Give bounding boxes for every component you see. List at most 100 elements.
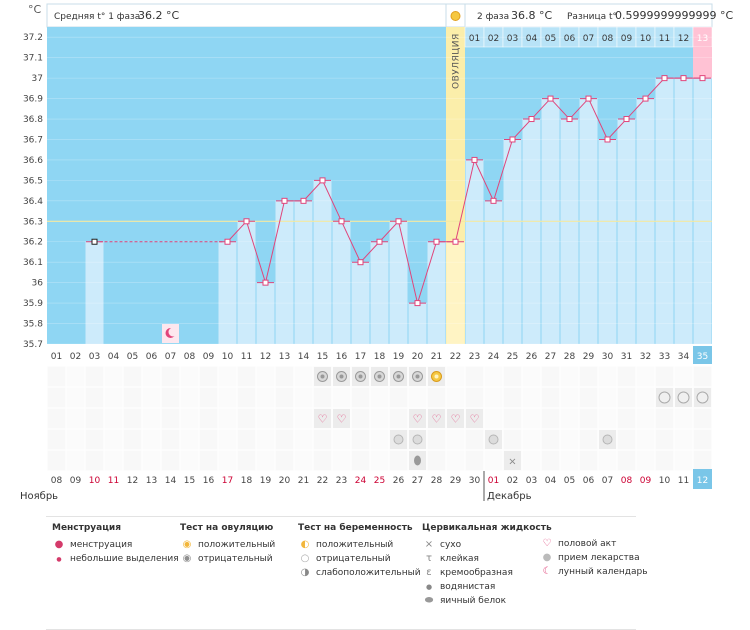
date-label: 04 bbox=[545, 476, 557, 486]
temperature-point bbox=[661, 75, 668, 82]
symbol-cell bbox=[559, 386, 580, 409]
date-label: 11 bbox=[108, 476, 119, 486]
y-tick-label: 36.2 bbox=[23, 238, 43, 248]
temperature-point bbox=[642, 95, 649, 102]
creamy-icon: ε bbox=[426, 567, 432, 578]
symbol-cell bbox=[331, 449, 352, 472]
symbol-cell bbox=[502, 407, 523, 430]
cycle-day-label: 08 bbox=[184, 352, 196, 362]
legend-item-label: половой акт bbox=[558, 539, 617, 549]
symbol-cell bbox=[65, 428, 86, 451]
temperature-bar bbox=[85, 241, 104, 344]
temperature-bar bbox=[351, 262, 370, 344]
cycle-day-label: 18 bbox=[374, 352, 386, 362]
symbol-cell bbox=[103, 365, 124, 388]
symbol-cell bbox=[635, 365, 656, 388]
date-label: 23 bbox=[336, 476, 347, 486]
symbol-cell bbox=[578, 365, 599, 388]
legend-title-menstruation: Менструация bbox=[52, 523, 121, 533]
symbol-cell bbox=[179, 407, 200, 430]
symbol-cell-filled bbox=[447, 409, 464, 428]
symbol-cell bbox=[673, 449, 694, 472]
heart-icon: ♡ bbox=[542, 538, 552, 549]
month-label-right: Декабрь bbox=[487, 491, 532, 502]
symbol-cell bbox=[312, 449, 333, 472]
temperature-bar bbox=[560, 119, 579, 344]
symbol-cell bbox=[616, 365, 637, 388]
symbol-cell bbox=[464, 449, 485, 472]
symbol-cell bbox=[179, 449, 200, 472]
symbol-cell bbox=[521, 365, 542, 388]
legend-item: ○ отрицательный bbox=[298, 552, 421, 566]
symbol-cell bbox=[293, 386, 314, 409]
symbol-cell-filled bbox=[314, 409, 331, 428]
date-label: 03 bbox=[526, 476, 537, 486]
symbol-cell bbox=[673, 365, 694, 388]
legend-menstruation: Менструация ● менструация ● небольшие выде… bbox=[52, 523, 179, 566]
symbol-cell bbox=[445, 428, 466, 451]
ovulation-test-negative-dot bbox=[358, 374, 363, 379]
symbol-cell bbox=[255, 386, 276, 409]
symbol-cell bbox=[426, 428, 447, 451]
symbol-cell bbox=[274, 407, 295, 430]
cycle-day-label: 05 bbox=[127, 352, 138, 362]
cycle-day-label: 29 bbox=[583, 352, 595, 362]
temperature-point bbox=[490, 197, 497, 204]
cycle-day-label: 30 bbox=[602, 352, 614, 362]
symbol-cell bbox=[160, 386, 181, 409]
cycle-day-label: 01 bbox=[51, 352, 62, 362]
symbol-cell bbox=[65, 386, 86, 409]
ovulation-test-positive-icon: ◉ bbox=[182, 539, 192, 550]
phase2-day-label: 07 bbox=[583, 34, 594, 44]
symbol-cell bbox=[65, 365, 86, 388]
legend-item: × сухо bbox=[422, 538, 552, 552]
symbol-cell bbox=[654, 428, 675, 451]
symbol-cell bbox=[217, 428, 238, 451]
small-drop-icon: ● bbox=[56, 556, 62, 563]
symbol-cell bbox=[521, 386, 542, 409]
legend-item: ◉ отрицательный bbox=[180, 552, 275, 566]
temperature-bar bbox=[218, 241, 237, 344]
temperature-line bbox=[227, 77, 703, 306]
legend-item: ◑ слабоположительный bbox=[298, 566, 421, 580]
egg-white-icon: ⬬ bbox=[424, 595, 434, 606]
date-label: 08 bbox=[51, 476, 63, 486]
legend-item-label: положительный bbox=[198, 540, 276, 550]
phase2-day-label: 09 bbox=[621, 34, 633, 44]
symbol-cell bbox=[46, 365, 67, 388]
symbol-cell bbox=[369, 407, 390, 430]
legend-item: τ клейкая bbox=[422, 552, 552, 566]
symbol-cell bbox=[217, 449, 238, 472]
symbol-cell bbox=[312, 386, 333, 409]
temperature-point bbox=[281, 197, 288, 204]
symbol-cell bbox=[635, 407, 656, 430]
symbol-cell bbox=[692, 449, 713, 472]
cycle-day-label: 21 bbox=[431, 352, 442, 362]
pill-icon bbox=[393, 434, 404, 445]
symbol-cell bbox=[559, 407, 580, 430]
symbol-cell bbox=[274, 449, 295, 472]
symbol-cell bbox=[388, 407, 409, 430]
temperature-bar bbox=[256, 282, 275, 344]
phase2-day-label: 02 bbox=[488, 34, 499, 44]
symbol-cell bbox=[179, 386, 200, 409]
phase2-day-label: 05 bbox=[545, 34, 556, 44]
ovulation-sun-icon bbox=[450, 11, 461, 21]
heart-icon: ♡ bbox=[470, 413, 480, 426]
symbol-cell bbox=[597, 407, 618, 430]
symbol-cell bbox=[616, 407, 637, 430]
symbol-cell bbox=[217, 407, 238, 430]
phase2-day-label: 13 bbox=[697, 34, 708, 44]
temperature-point bbox=[395, 218, 402, 225]
pill-icon bbox=[602, 434, 613, 445]
temperature-bar bbox=[237, 221, 256, 344]
symbol-cell bbox=[673, 428, 694, 451]
symbol-cell bbox=[654, 365, 675, 388]
symbol-cell bbox=[293, 449, 314, 472]
pregnancy-test-negative-icon bbox=[696, 391, 709, 404]
legend-item: ♡ половой акт bbox=[540, 537, 648, 551]
legend-item: ☾ лунный календарь bbox=[540, 565, 648, 579]
date-label: 01 bbox=[488, 476, 499, 486]
symbol-cell bbox=[388, 449, 409, 472]
symbol-cell bbox=[65, 449, 86, 472]
